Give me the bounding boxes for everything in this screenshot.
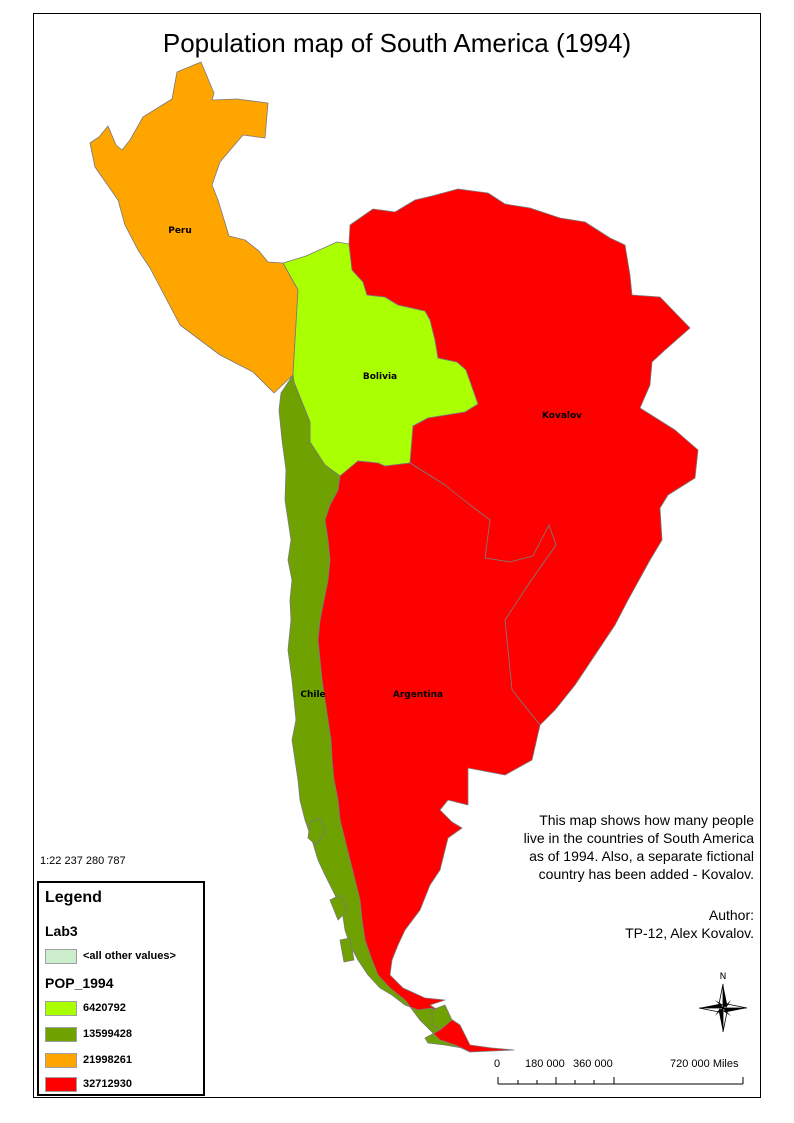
legend-label: 21998261 [83, 1054, 132, 1066]
author-label: Author: [708, 907, 754, 923]
author-name: TP-12, Alex Kovalov. [625, 925, 754, 941]
description-line: country has been added - Kovalov. [538, 866, 754, 882]
legend-field-name: POP_1994 [45, 975, 114, 991]
legend: Legend Lab3 <all other values> POP_1994 … [37, 881, 205, 1096]
legend-label: 32712930 [83, 1078, 132, 1090]
map-frame [33, 13, 761, 1098]
country-chile-island [431, 1004, 453, 1031]
country-label-bolivia: Bolivia [363, 372, 397, 382]
legend-swatch [45, 1053, 77, 1068]
country-chile-island [329, 894, 349, 921]
legend-label: 6420792 [83, 1002, 126, 1014]
scale-bar-label: 360 000 [573, 1058, 613, 1070]
country-kovalov[interactable] [348, 188, 699, 726]
author-credit: Author: TP-12, Alex Kovalov. [470, 906, 754, 942]
country-label-argentina: Argentina [393, 690, 443, 700]
legend-label: <all other values> [83, 950, 176, 962]
description-line: This map shows how many people [539, 812, 754, 828]
legend-swatch [45, 949, 77, 964]
country-peru[interactable] [89, 61, 299, 394]
country-label-kovalov: Kovalov [542, 411, 582, 421]
map-title: Population map of South America (1994) [162, 28, 632, 58]
legend-label: 13599428 [83, 1028, 132, 1040]
description-line: live in the countries of South America [523, 830, 754, 846]
scale-bar-label: 0 [494, 1058, 501, 1070]
legend-swatch [45, 1077, 77, 1092]
scale-bar-label: 180 000 [525, 1058, 565, 1070]
country-label-peru: Peru [168, 226, 192, 236]
country-chile[interactable] [278, 374, 471, 1053]
description-line: as of 1994. Also, a separate fictional [529, 848, 754, 864]
scale-bar: 0 180 000 360 000 720 000 Miles [490, 1058, 760, 1088]
country-label-chile: Chile [300, 690, 325, 700]
country-chile-island [339, 937, 355, 963]
scale-bar-ruler [497, 1077, 744, 1085]
scale-ratio: 1:22 237 280 787 [40, 855, 126, 867]
legend-swatch [45, 1001, 77, 1016]
country-chile-island [307, 817, 326, 846]
scale-bar-label: 720 000 Miles [670, 1058, 739, 1070]
legend-swatch [45, 1027, 77, 1042]
compass-rose-icon: N [695, 970, 751, 1033]
legend-title: Legend [45, 889, 102, 906]
map-description: This map shows how many people live in t… [470, 811, 754, 883]
north-label: N [720, 972, 727, 982]
legend-layer-name: Lab3 [45, 923, 78, 939]
